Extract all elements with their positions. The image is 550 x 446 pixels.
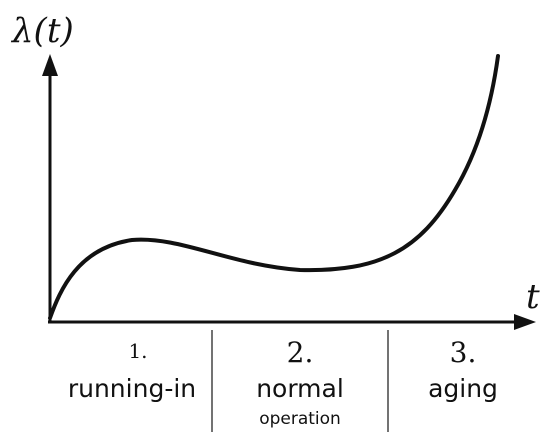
x-axis-title: t xyxy=(526,277,540,317)
y-axis-title: λ(t) xyxy=(10,11,74,51)
phase-3-label: aging xyxy=(428,374,498,403)
y-axis-arrowhead xyxy=(42,54,58,76)
phase-1-label: running-in xyxy=(68,374,196,403)
phase-1-number: 1. xyxy=(128,339,147,363)
phase-2-number: 2. xyxy=(287,336,314,369)
phase-2-sublabel: operation xyxy=(259,409,341,429)
phase-3-number: 3. xyxy=(450,336,477,369)
x-axis-arrowhead xyxy=(514,314,536,330)
phase-2-label: normal xyxy=(256,374,344,403)
failure-rate-curve xyxy=(48,54,500,320)
